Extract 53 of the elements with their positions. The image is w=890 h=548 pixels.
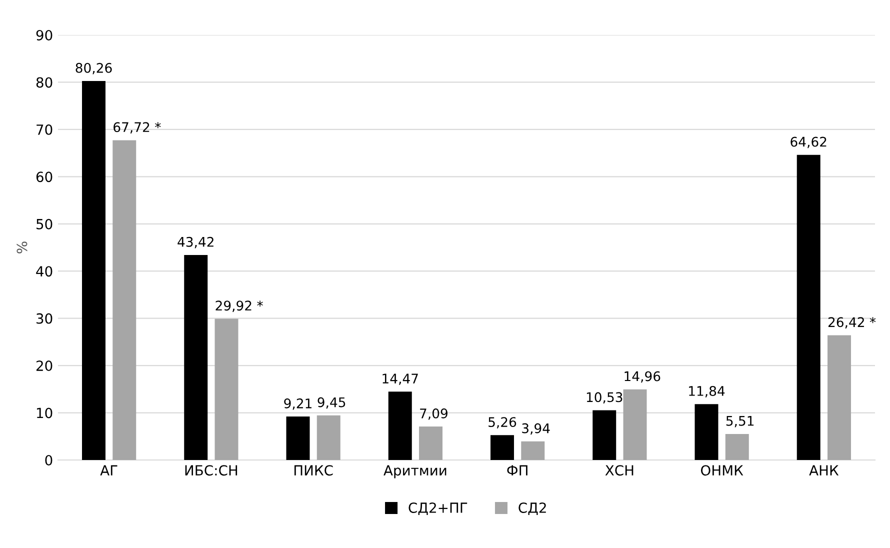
bar bbox=[725, 434, 749, 460]
bar bbox=[419, 426, 442, 460]
data-label: 26,42 * bbox=[828, 317, 876, 328]
y-tick-label: 50 bbox=[36, 218, 52, 230]
data-label: 14,47 bbox=[382, 374, 418, 385]
bar bbox=[796, 154, 820, 460]
data-label: 5,26 bbox=[488, 417, 516, 428]
y-tick-label: 90 bbox=[36, 30, 52, 40]
x-tick-label: ОНМК bbox=[700, 465, 744, 476]
bar bbox=[286, 416, 310, 460]
bar bbox=[184, 254, 208, 460]
data-label: 3,94 bbox=[522, 423, 550, 435]
data-label: 9,45 bbox=[318, 397, 346, 409]
x-tick-label: АГ bbox=[100, 465, 118, 476]
data-label: 10,53 bbox=[586, 392, 622, 404]
y-tick-label: 20 bbox=[36, 360, 52, 372]
legend-label: СД2+ПГ bbox=[408, 502, 468, 515]
bar bbox=[214, 318, 238, 460]
x-tick-label: ФП bbox=[507, 465, 528, 476]
data-label: 67,72 * bbox=[114, 122, 161, 134]
legend-label: СД2 bbox=[518, 502, 546, 515]
bar bbox=[694, 404, 718, 460]
y-tick-label: 10 bbox=[36, 408, 52, 418]
data-label: 43,42 bbox=[178, 236, 214, 248]
x-tick-label: АНК bbox=[809, 465, 839, 476]
bar bbox=[112, 140, 136, 460]
data-label: 9,21 bbox=[284, 398, 312, 410]
bar bbox=[592, 410, 616, 460]
y-tick-label: 30 bbox=[36, 313, 52, 324]
data-label: 11,84 bbox=[689, 386, 725, 398]
y-tick-label: 0 bbox=[45, 454, 52, 466]
data-label: 14,96 bbox=[624, 371, 660, 383]
data-label: 80,26 bbox=[76, 62, 112, 74]
bar bbox=[490, 435, 514, 460]
x-tick-label: Аритмии bbox=[384, 465, 446, 478]
x-tick-label: ПИКС bbox=[294, 465, 333, 476]
data-label: 7,09 bbox=[420, 408, 448, 420]
data-label: 29,92 * bbox=[216, 300, 263, 312]
y-tick-label: 80 bbox=[36, 77, 52, 88]
y-tick-label: 70 bbox=[36, 124, 52, 135]
data-label: 64,62 bbox=[790, 136, 826, 148]
x-tick-label: ИБС:СН bbox=[185, 465, 238, 476]
bar bbox=[82, 80, 106, 460]
x-tick-label: ХСН bbox=[605, 465, 634, 476]
bar bbox=[388, 392, 412, 460]
bar bbox=[623, 389, 647, 460]
y-tick-label: 60 bbox=[36, 172, 52, 182]
bar bbox=[521, 441, 545, 460]
y-tick-label: 40 bbox=[36, 266, 52, 277]
bar bbox=[828, 335, 851, 460]
data-label: 5,51 bbox=[726, 416, 754, 428]
bar bbox=[316, 415, 340, 460]
y-axis-title: % bbox=[16, 242, 28, 254]
